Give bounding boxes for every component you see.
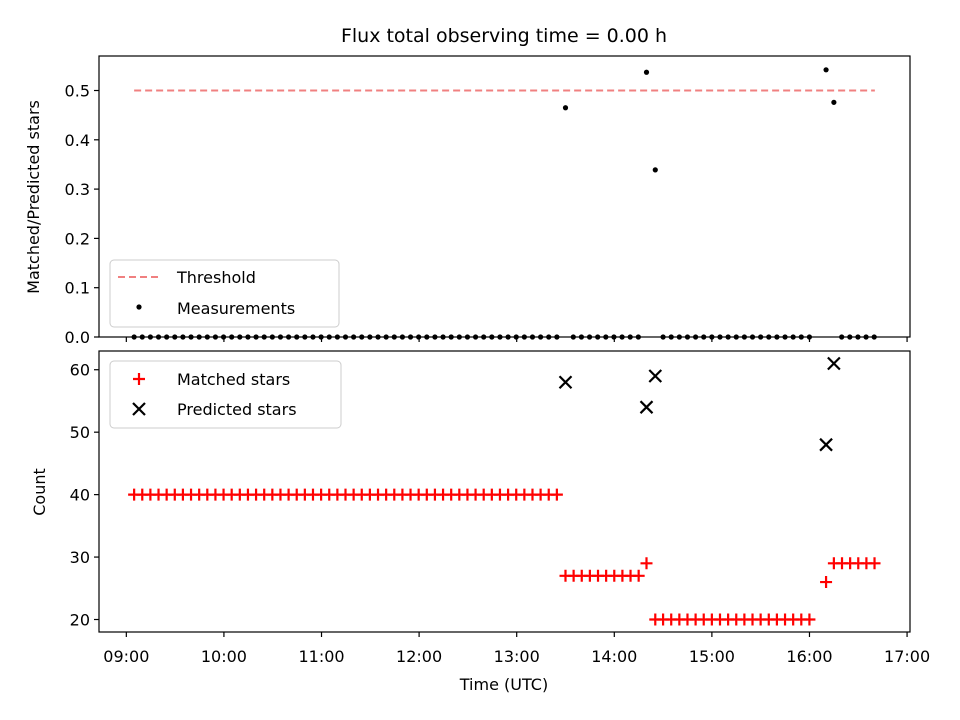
x-tick-label: 12:00 xyxy=(396,647,442,666)
predicted-star-point xyxy=(819,437,833,452)
bottom-y-ticks: 20 30 40 50 60 xyxy=(70,361,99,630)
bottom-y-axis-label: Count xyxy=(30,468,49,516)
matched-star-point xyxy=(803,613,816,626)
x-tick-label: 13:00 xyxy=(494,647,540,666)
top-y-tick-label: 0.1 xyxy=(65,279,90,298)
top-legend: Threshold Measurements xyxy=(109,259,340,328)
top-y-tick-label: 0.3 xyxy=(65,180,90,199)
top-y-ticks: 0.0 0.1 0.2 0.3 0.4 0.5 xyxy=(65,82,99,347)
x-tick-label: 15:00 xyxy=(689,647,735,666)
bottom-legend: Matched stars Predicted stars xyxy=(109,360,342,429)
legend-matched-marker xyxy=(133,373,145,385)
x-tick-label: 17:00 xyxy=(884,647,930,666)
bottom-panel: 20 30 40 50 60 09:00 10:00 11:00 12:00 13:00 14:0… xyxy=(30,350,930,694)
top-y-axis-label: Matched/Predicted stars xyxy=(24,100,43,294)
legend-matched-swatch xyxy=(133,373,145,385)
predicted-star-point xyxy=(648,369,663,383)
bottom-legend-box xyxy=(109,360,342,429)
top-y-tick-label: 0.4 xyxy=(65,131,90,150)
top-legend-box xyxy=(109,259,340,328)
matched-star-point xyxy=(640,557,653,570)
legend-predicted-label: Predicted stars xyxy=(177,400,297,419)
x-tick-label: 10:00 xyxy=(201,647,247,666)
top-y-tick-label: 0.0 xyxy=(65,328,90,347)
x-tick-label: 11:00 xyxy=(298,647,344,666)
measurement-point xyxy=(643,69,650,75)
legend-measurements-label: Measurements xyxy=(177,299,295,318)
predicted-star-point xyxy=(827,356,841,371)
x-tick-label: 09:00 xyxy=(103,647,149,666)
x-tick-label: 16:00 xyxy=(786,647,832,666)
x-axis-label: Time (UTC) xyxy=(459,675,548,694)
legend-threshold-label: Threshold xyxy=(176,268,256,287)
bottom-y-tick-label: 60 xyxy=(70,361,90,380)
bottom-y-tick-label: 40 xyxy=(70,486,90,505)
top-x-ticks xyxy=(125,337,908,342)
top-y-tick-label: 0.2 xyxy=(65,229,90,248)
matched-star-point xyxy=(649,613,662,626)
predicted-star-point xyxy=(558,375,573,389)
bottom-x-ticks: 09:00 10:00 11:00 12:00 13:00 14:00 15:00 16:00… xyxy=(103,632,930,666)
chart-title: Flux total observing time = 0.00 h xyxy=(341,25,667,47)
bottom-plot-frame xyxy=(98,350,911,633)
measurement-point xyxy=(562,105,569,111)
bottom-y-tick-label: 50 xyxy=(70,423,90,442)
bottom-marks xyxy=(128,356,881,626)
legend-predicted-marker xyxy=(132,402,146,416)
top-plot-frame xyxy=(98,55,911,338)
legend-measurements-swatch xyxy=(136,304,142,310)
measurement-point xyxy=(652,167,658,173)
matched-star-point xyxy=(868,557,881,570)
matched-star-point xyxy=(550,488,563,501)
matched-star-point xyxy=(632,569,645,582)
bottom-y-tick-label: 30 xyxy=(70,548,90,567)
matched-star-point xyxy=(820,576,833,589)
legend-predicted-swatch xyxy=(132,402,146,416)
legend-matched-label: Matched stars xyxy=(177,370,290,389)
bottom-y-tick-label: 20 xyxy=(70,611,90,630)
measurement-point xyxy=(831,99,837,105)
measurement-point xyxy=(823,67,829,73)
predicted-star-point xyxy=(639,400,654,414)
top-y-tick-label: 0.5 xyxy=(65,82,90,101)
top-panel: 0.0 0.1 0.2 0.3 0.4 0.5 Matched/Predicted sta… xyxy=(24,55,911,347)
x-tick-label: 14:00 xyxy=(591,647,637,666)
